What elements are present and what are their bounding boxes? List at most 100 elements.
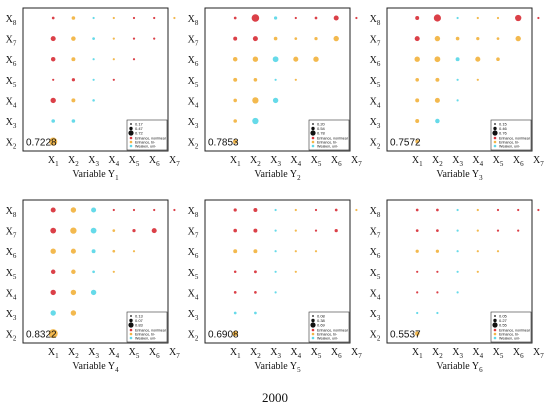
y-tick-label-x4: X4 (370, 288, 381, 301)
panel-5: X8 X7 X6 X5 X4 X3 X2 X1 X2 X3 X4 X5 X6 X7 Variable Y5 0… (188, 199, 362, 374)
data-point (274, 208, 277, 212)
legend-size-label: 0.76 (499, 130, 508, 135)
data-point (50, 207, 56, 213)
data-point (274, 78, 277, 81)
data-point (232, 56, 238, 62)
data-point (233, 291, 237, 294)
legend-type-label: Enhance, bi- (317, 140, 338, 144)
data-point (151, 228, 157, 234)
y-tick-label-x8: X8 (188, 14, 199, 27)
data-point (112, 208, 115, 212)
data-point (436, 291, 439, 294)
data-point (91, 207, 97, 213)
data-point (252, 97, 259, 104)
data-point (70, 289, 77, 296)
legend-box (490, 311, 532, 343)
data-point (415, 249, 419, 253)
legend-type-marker (311, 336, 315, 340)
data-point (49, 137, 58, 146)
y-tick-label-x7: X7 (188, 227, 199, 240)
data-point (71, 57, 76, 62)
q-value-label: 0.7853 (208, 138, 239, 149)
data-point (233, 98, 237, 103)
data-point (132, 16, 136, 20)
legend-type-label: Enhance, bi- (317, 332, 338, 336)
y-tick-label-x7: X7 (370, 227, 381, 240)
data-point (334, 228, 338, 233)
data-point (314, 208, 318, 212)
data-point (70, 207, 77, 213)
legend-size-label: 0.15 (499, 121, 508, 126)
legend-type-label: Enhance, bi- (135, 332, 156, 336)
x-tick-label-x1: X1 (412, 155, 423, 168)
legend-type-marker (493, 336, 497, 340)
data-point (51, 16, 55, 20)
data-point (272, 97, 279, 104)
data-point (294, 78, 297, 81)
x-axis-title: Variable Y2 (254, 169, 301, 182)
x-tick-label-x3: X3 (270, 155, 281, 168)
data-point (355, 208, 358, 212)
y-tick-label-x4: X4 (6, 288, 17, 301)
q-value-label: 0.6908 (208, 330, 239, 341)
y-tick-label-x8: X8 (370, 14, 381, 27)
plot-frame (204, 7, 351, 152)
data-point (92, 99, 95, 102)
legend-type-label: Weaken, uni- (317, 336, 339, 340)
legend-type-marker (493, 328, 497, 332)
panel-6: X8 X7 X6 X5 X4 X3 X2 X1 X2 X3 X4 X5 X6 X7 Variable Y6 0… (370, 199, 544, 374)
data-point (253, 208, 258, 212)
data-point (313, 56, 319, 62)
data-point (273, 16, 278, 20)
y-tick-label-x6: X6 (6, 55, 17, 68)
y-tick-label-x5: X5 (6, 76, 17, 89)
x-tick-label-x4: X4 (472, 155, 483, 168)
y-tick-label-x5: X5 (188, 76, 199, 89)
data-point (414, 36, 420, 42)
data-point (476, 270, 479, 273)
figure-caption: 2000 (262, 390, 288, 405)
data-point (416, 291, 419, 294)
data-point (476, 78, 479, 81)
legend-size-label: 0.07 (135, 318, 144, 323)
x-tick-label-x6: X6 (331, 347, 342, 360)
data-point (233, 119, 237, 123)
data-point (537, 16, 540, 20)
x-axis-title: Variable Y4 (72, 361, 119, 374)
data-point (112, 37, 115, 40)
legend-size-marker (310, 130, 316, 136)
q-value-label: 0.7572 (390, 138, 421, 149)
legend-size-marker (493, 318, 497, 323)
legend-size-label: 0.13 (135, 313, 144, 318)
data-point (233, 77, 238, 82)
data-point (333, 15, 339, 21)
data-point (233, 208, 237, 212)
x-tick-label-x7: X7 (169, 347, 180, 360)
y-tick-label-x2: X2 (6, 138, 17, 151)
data-point (515, 35, 521, 42)
y-tick-label-x5: X5 (370, 76, 381, 89)
legend-size-marker (128, 130, 134, 136)
data-point (456, 208, 459, 212)
data-point (50, 310, 56, 316)
x-tick-label-x2: X2 (68, 155, 79, 168)
y-tick-label-x7: X7 (188, 35, 199, 48)
legend-type-label: Enhance, bi- (135, 140, 156, 144)
data-point (71, 78, 76, 82)
legend-type-marker (129, 144, 133, 148)
x-tick-label-x2: X2 (250, 347, 261, 360)
y-tick-label-x3: X3 (188, 117, 199, 130)
x-tick-label-x5: X5 (129, 155, 140, 168)
legend-size-marker (129, 318, 133, 323)
legend-size-marker (494, 123, 496, 125)
y-tick-label-x5: X5 (370, 268, 381, 281)
x-tick-label-x5: X5 (311, 347, 322, 360)
q-value-label: 0.7228 (26, 138, 57, 149)
data-point (476, 229, 479, 232)
x-tick-label-x4: X4 (108, 347, 119, 360)
panel-3: X8 X7 X6 X5 X4 X3 X2 X1 X2 X3 X4 X5 X6 X7 Variable Y3 0… (370, 7, 544, 182)
data-point (50, 248, 56, 254)
y-tick-label-x3: X3 (370, 117, 381, 130)
data-point (517, 229, 520, 232)
